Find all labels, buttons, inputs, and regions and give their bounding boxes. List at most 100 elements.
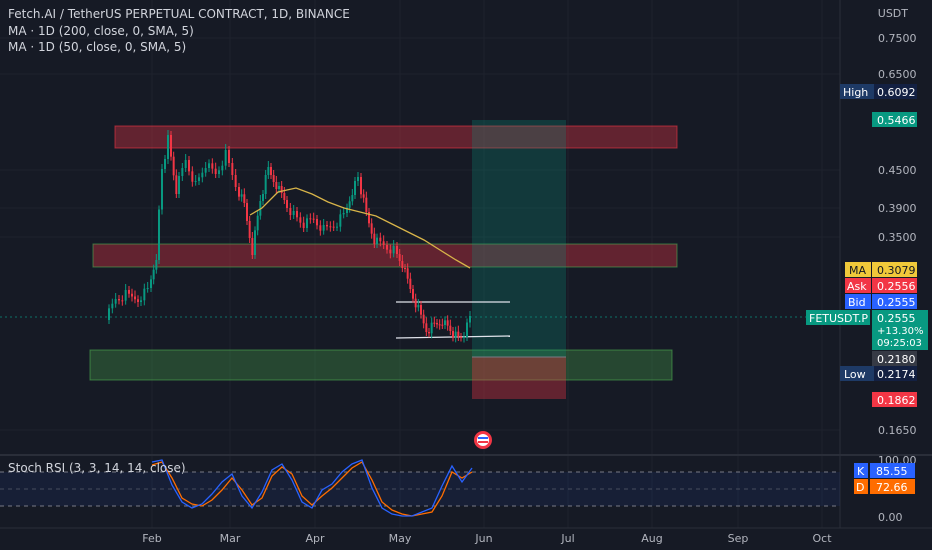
ask-value: 0.2556 [877, 280, 916, 293]
entry-price-tag: 0.2180 [872, 351, 917, 366]
candle-body [121, 300, 124, 302]
candle-body [469, 316, 471, 323]
high-price-tag: High 0.6092 [840, 84, 917, 99]
candle-body [270, 167, 272, 175]
candle-body [454, 331, 457, 338]
ma50-legend[interactable]: MA · 1D (50, close, 0, SMA, 5) [8, 40, 187, 54]
candle-body [124, 290, 127, 301]
target-value: 0.5466 [877, 114, 916, 127]
resistance-zone-mid[interactable] [92, 243, 678, 268]
candle-body [228, 150, 230, 163]
candle-body [184, 160, 187, 168]
candle-body [348, 201, 351, 208]
candle-body [373, 233, 376, 244]
candle-body [430, 322, 433, 334]
candle-body [398, 254, 401, 261]
resistance-zone-top[interactable] [114, 125, 678, 149]
rsi-d-line [151, 461, 473, 517]
candle-body [272, 175, 275, 182]
month-label: Sep [728, 532, 749, 545]
candle-body [409, 278, 412, 289]
candle-body [319, 225, 322, 231]
month-label: Oct [812, 532, 832, 545]
candle-body [389, 249, 392, 254]
candle-body [262, 194, 264, 201]
candle-body [463, 337, 465, 338]
stoch-rsi-legend[interactable]: Stoch RSI (3, 3, 14, 14, close) [8, 461, 186, 475]
month-label: Jun [474, 532, 492, 545]
candle-body [164, 159, 166, 169]
candle-body [428, 332, 430, 334]
candle-body [441, 324, 444, 326]
candle-body [111, 303, 114, 309]
candle-body [283, 193, 286, 200]
candle-body [396, 246, 398, 254]
rsi-d-tag: D 72.66 [854, 479, 915, 494]
candle-body [234, 175, 237, 187]
month-label: Mar [220, 532, 241, 545]
support-zone[interactable] [89, 349, 673, 381]
candle-body [191, 171, 194, 182]
candle-body [449, 325, 452, 331]
candle-body [354, 181, 356, 195]
candle-body [414, 298, 417, 308]
candle-body [275, 182, 278, 189]
candle-body [351, 195, 354, 202]
candle-body [137, 299, 139, 302]
price-tick-label: 0.7500 [878, 32, 917, 45]
candle-body [167, 135, 169, 159]
candle-body [299, 217, 302, 223]
candle-body [292, 211, 295, 215]
rsi-k-line [151, 459, 473, 517]
candle-body [161, 169, 163, 210]
candle-body [322, 225, 325, 231]
candle-body [264, 175, 267, 194]
month-label: Aug [641, 532, 662, 545]
k-value: 85.55 [876, 465, 908, 478]
candle-body [204, 168, 207, 173]
candle-body [278, 186, 280, 189]
chart-title[interactable]: Fetch.AI / TetherUS PERPETUAL CONTRACT, … [8, 7, 350, 21]
candle-body [146, 288, 149, 289]
ma-value: 0.3079 [877, 264, 916, 277]
candle-body [382, 241, 385, 245]
k-label: K [857, 465, 865, 478]
candle-body [309, 218, 312, 220]
rsi-tick-label: 0.00 [878, 511, 903, 524]
candle-body [362, 194, 365, 198]
candle-body [152, 269, 155, 280]
position-target-area[interactable] [472, 120, 566, 357]
price-tick-label: 0.3900 [878, 202, 917, 215]
month-label: Feb [142, 532, 161, 545]
candle-body [339, 214, 342, 227]
candle-body [208, 163, 210, 168]
candle-body [357, 177, 359, 181]
candle-body [289, 208, 292, 215]
candle-body [360, 177, 362, 195]
candle-body [376, 237, 378, 244]
candle-body [231, 163, 234, 175]
rsi-k-tag: K 85.55 [854, 463, 915, 478]
change-percent: +13.30% [877, 326, 924, 337]
time-axis[interactable]: Feb Mar Apr May Jun Jul Aug Sep Oct [142, 532, 832, 545]
month-label: Apr [305, 532, 325, 545]
flag-event-icon[interactable] [474, 431, 492, 449]
candle-body [417, 305, 420, 308]
candle-body [194, 181, 197, 182]
position-stop-area[interactable] [472, 357, 566, 399]
price-tick-label: 0.1650 [878, 424, 917, 437]
candle-body [108, 308, 110, 320]
low-label: Low [844, 368, 866, 381]
price-axis[interactable]: 0.7500 0.6500 0.4500 0.3900 0.3500 0.165… [878, 32, 917, 524]
ma200-legend[interactable]: MA · 1D (200, close, 0, SMA, 5) [8, 24, 194, 38]
ask-price-tag: Ask 0.2556 [845, 278, 917, 293]
bid-label: Bid [848, 296, 866, 309]
candle-body [178, 176, 180, 194]
symbol-label: FETUSDT.P [809, 312, 868, 325]
bid-value: 0.2555 [877, 296, 916, 309]
ma-price-tag: MA 0.3079 [845, 262, 917, 277]
candle-body [128, 290, 130, 294]
candle-body [243, 194, 246, 203]
candle-body [326, 225, 328, 227]
